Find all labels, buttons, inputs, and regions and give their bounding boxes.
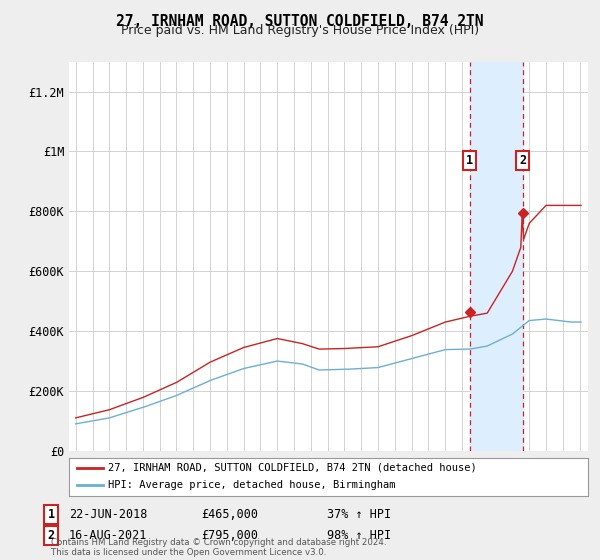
Text: 1: 1 [466, 154, 473, 167]
Text: Price paid vs. HM Land Registry's House Price Index (HPI): Price paid vs. HM Land Registry's House … [121, 24, 479, 37]
Text: 37% ↑ HPI: 37% ↑ HPI [327, 507, 391, 521]
Text: 27, IRNHAM ROAD, SUTTON COLDFIELD, B74 2TN (detached house): 27, IRNHAM ROAD, SUTTON COLDFIELD, B74 2… [108, 463, 476, 473]
Text: 2: 2 [47, 529, 55, 542]
Text: £795,000: £795,000 [201, 529, 258, 542]
Text: 2: 2 [519, 154, 526, 167]
Text: 1: 1 [47, 507, 55, 521]
Bar [470, 62, 523, 451]
Text: HPI: Average price, detached house, Birmingham: HPI: Average price, detached house, Birm… [108, 480, 395, 491]
Text: £465,000: £465,000 [201, 507, 258, 521]
Text: 27, IRNHAM ROAD, SUTTON COLDFIELD, B74 2TN: 27, IRNHAM ROAD, SUTTON COLDFIELD, B74 2… [116, 14, 484, 29]
Text: 16-AUG-2021: 16-AUG-2021 [69, 529, 148, 542]
Text: Contains HM Land Registry data © Crown copyright and database right 2024.
This d: Contains HM Land Registry data © Crown c… [51, 538, 386, 557]
Text: 98% ↑ HPI: 98% ↑ HPI [327, 529, 391, 542]
Text: 22-JUN-2018: 22-JUN-2018 [69, 507, 148, 521]
